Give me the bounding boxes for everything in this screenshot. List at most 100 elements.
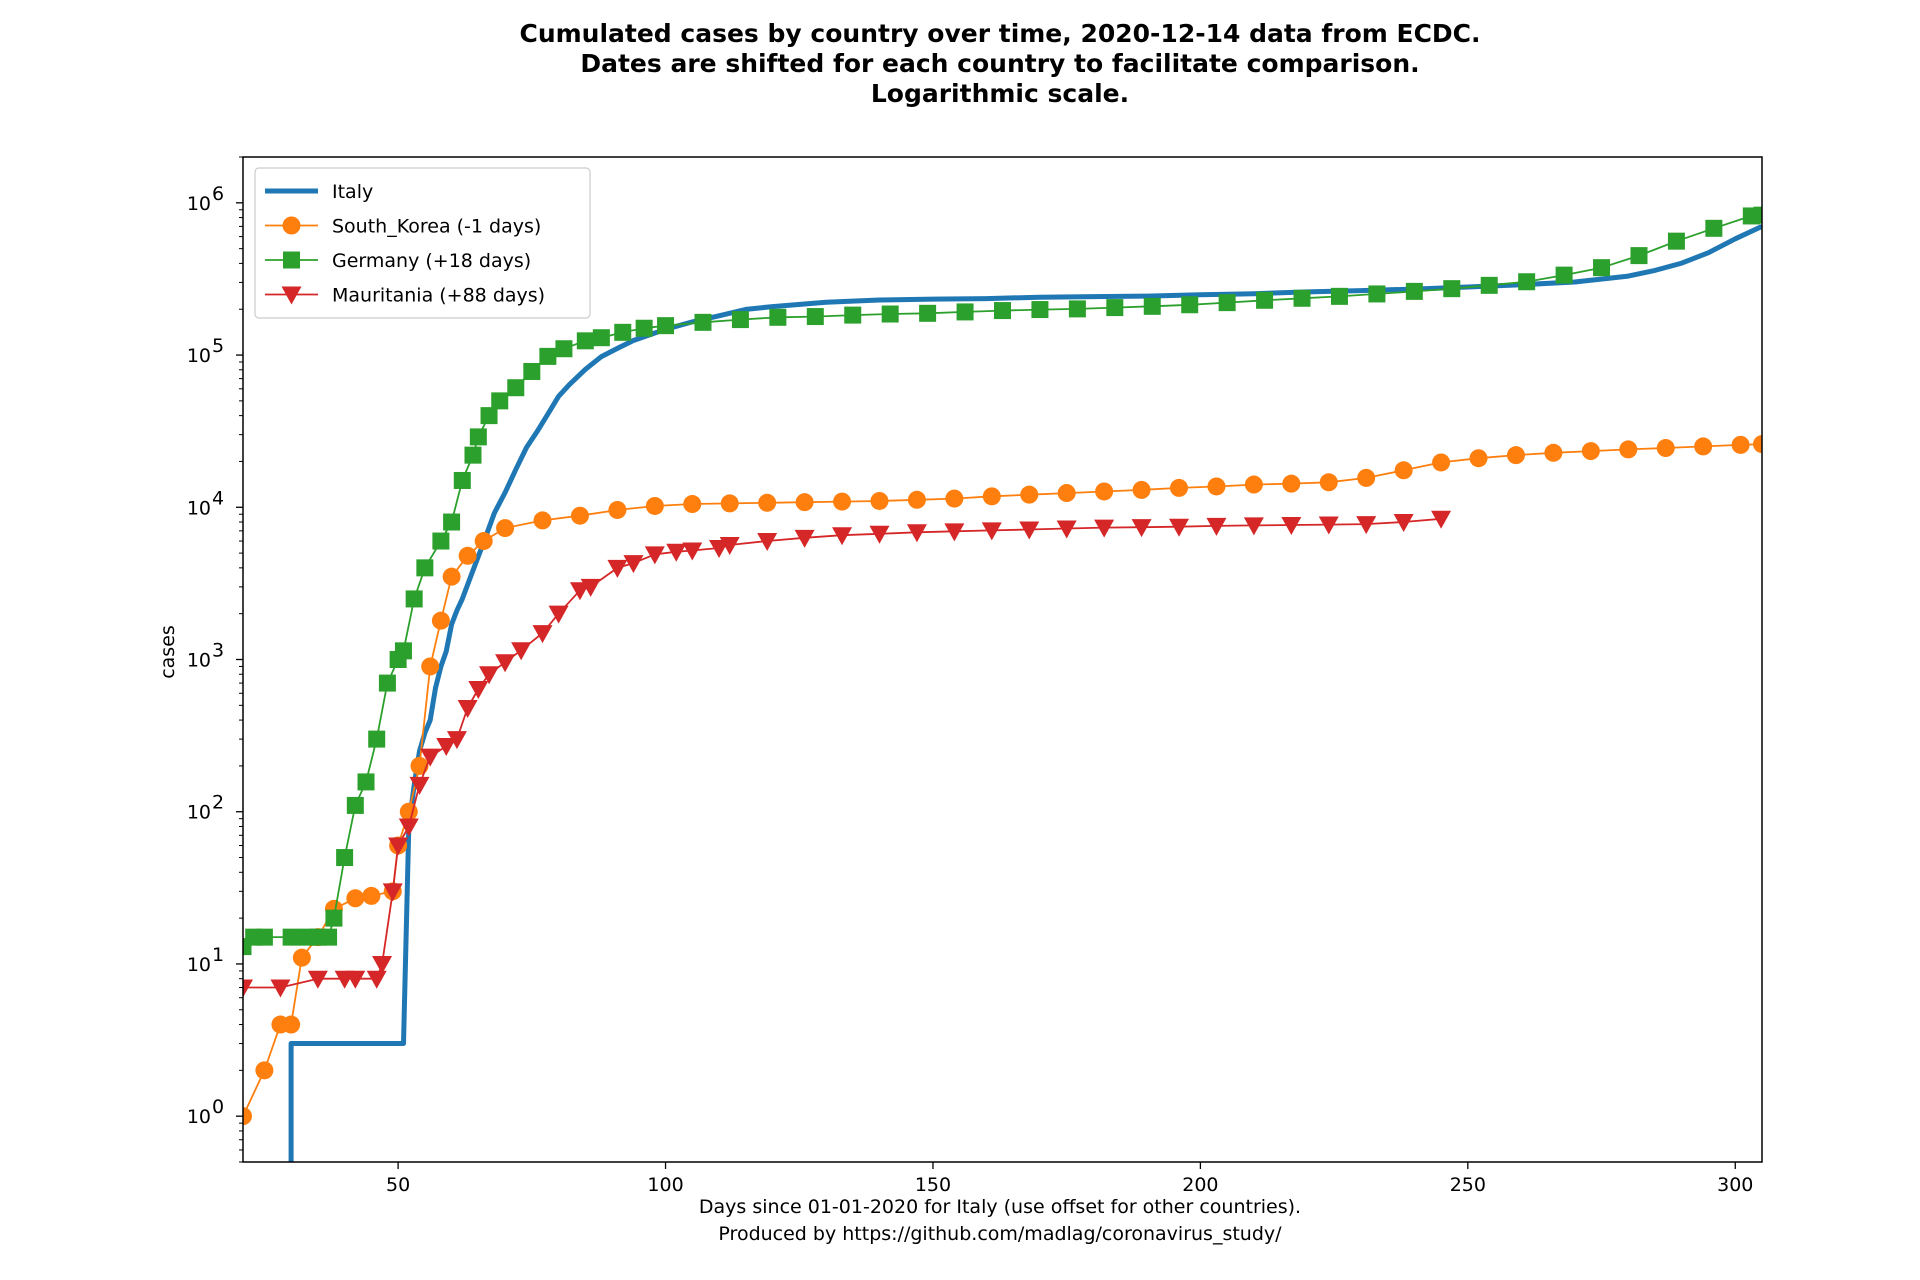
data-point (1181, 296, 1199, 314)
data-point (255, 1061, 274, 1080)
data-point (906, 524, 927, 543)
data-point (548, 605, 569, 624)
data-point (491, 392, 509, 410)
data-point (1170, 478, 1189, 497)
data-point (1318, 516, 1339, 535)
legend-label: Italy (332, 181, 373, 203)
data-point (416, 559, 434, 577)
data-point (282, 1015, 301, 1034)
data-point (806, 308, 824, 326)
series-mauritania-88-days (243, 510, 1452, 998)
data-point (1694, 437, 1713, 456)
chart-title: Cumulated cases by country over time, 20… (519, 19, 1480, 108)
legend-entry-mauritania-88-days: Mauritania (+88 days) (265, 285, 545, 307)
legend-label: Mauritania (+88 days) (332, 285, 545, 307)
data-point (1480, 276, 1498, 294)
x-tick-label: 150 (915, 1174, 951, 1196)
y-tick-exponent: 3 (212, 640, 224, 662)
data-point (405, 590, 423, 608)
data-point (1555, 266, 1573, 284)
x-tick-label: 100 (647, 1174, 683, 1196)
data-point (576, 332, 594, 350)
data-point (1656, 439, 1675, 458)
series-germany-18-days (243, 206, 1762, 956)
x-tick-label: 50 (386, 1174, 410, 1196)
x-axis-label: Days since 01-01-2020 for Italy (use off… (699, 1196, 1301, 1245)
data-point (1544, 443, 1563, 462)
data-point (255, 928, 273, 946)
data-point (657, 317, 675, 335)
data-point (956, 303, 974, 321)
data-point (1405, 282, 1423, 300)
data-point (336, 849, 354, 867)
data-point (1357, 468, 1376, 487)
data-point (325, 909, 343, 927)
data-point (623, 555, 644, 574)
data-point (907, 490, 926, 509)
data-point (243, 979, 253, 998)
data-point (666, 543, 687, 562)
data-point (683, 495, 702, 514)
legend-swatch-marker (282, 216, 301, 235)
data-point (292, 948, 311, 967)
data-point (844, 306, 862, 324)
data-point (1143, 297, 1161, 315)
data-point (1057, 484, 1076, 503)
data-point (495, 654, 516, 673)
chart-title-line-3: Logarithmic scale. (871, 79, 1129, 108)
data-point (511, 642, 532, 661)
data-point (1731, 435, 1750, 454)
y-tick-exponent: 6 (212, 183, 224, 205)
data-point (1019, 521, 1040, 540)
legend-entry-italy: Italy (265, 181, 373, 203)
data-point (1753, 435, 1762, 454)
data-point (320, 928, 338, 946)
data-point (719, 537, 740, 556)
y-tick-exponent: 2 (212, 792, 224, 814)
data-point (372, 955, 393, 974)
y-tick-label: 10 (187, 802, 211, 824)
data-point (436, 738, 457, 757)
data-point (346, 796, 364, 814)
legend-entry-germany-18-days: Germany (+18 days) (265, 250, 531, 272)
data-point (388, 837, 409, 856)
data-point (881, 305, 899, 323)
data-point (982, 487, 1001, 506)
data-point (1243, 517, 1264, 536)
x-axis-label-line-1: Days since 01-01-2020 for Italy (use off… (699, 1196, 1301, 1218)
data-point (645, 496, 664, 515)
data-point (1095, 482, 1114, 501)
data-point (1282, 474, 1301, 493)
data-point (1431, 510, 1452, 529)
data-point (378, 674, 396, 692)
data-point (945, 489, 964, 508)
data-point (635, 319, 653, 337)
data-point (282, 928, 300, 946)
data-point (382, 883, 403, 902)
data-point (1432, 453, 1451, 472)
y-tick-label: 10 (187, 497, 211, 519)
data-point (1356, 516, 1377, 535)
data-point (394, 642, 412, 660)
data-point (644, 546, 665, 565)
chart-title-line-2: Dates are shifted for each country to fa… (580, 49, 1419, 78)
data-point (421, 657, 440, 676)
y-tick-label: 10 (187, 1106, 211, 1128)
data-point (794, 529, 815, 548)
data-point (1256, 291, 1274, 309)
data-point (523, 362, 541, 380)
data-point (1132, 480, 1151, 499)
y-tick-exponent: 0 (212, 1096, 224, 1118)
y-tick-exponent: 5 (212, 335, 224, 357)
data-point (1619, 440, 1638, 459)
y-tick-label: 10 (187, 650, 211, 672)
data-point (398, 818, 419, 837)
data-point (833, 492, 852, 511)
data-point (458, 546, 477, 565)
legend-entry-south-korea-1-days: South_Korea (-1 days) (265, 216, 541, 238)
data-point (682, 542, 703, 561)
data-point (570, 506, 589, 525)
data-point (555, 340, 573, 358)
data-point (1319, 473, 1338, 492)
series-italy (288, 224, 1762, 1162)
